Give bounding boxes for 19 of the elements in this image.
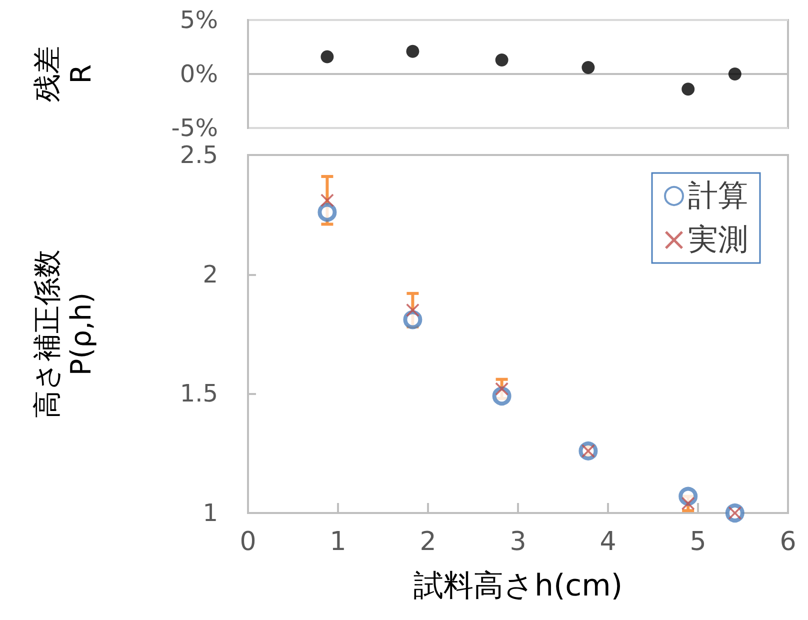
x-tick-label: 0: [240, 527, 256, 557]
x-tick-label: 2: [420, 527, 436, 557]
legend-label: 計算: [688, 178, 748, 214]
y-axis-title: 残差 R: [30, 46, 98, 102]
y-tick-label: 1: [202, 499, 218, 527]
y-tick-label: 2.5: [180, 141, 218, 169]
x-tick-label: 6: [780, 527, 796, 557]
y-tick-label: -5%: [171, 114, 218, 142]
y-tick-label: 5%: [180, 6, 218, 34]
y-tick-label: 1.5: [180, 380, 218, 408]
x-tick-label: 4: [600, 527, 616, 557]
legend-label: 実測: [688, 222, 748, 258]
y-tick-label: 0%: [180, 60, 218, 88]
x-axis-title: 試料高さh(cm): [413, 568, 623, 604]
x-tick-label: 5: [690, 527, 706, 557]
x-tick-label: 3: [510, 527, 526, 557]
y-tick-label: 2: [202, 260, 218, 288]
y-axis-title: 高さ補正係数 P(ρ,h): [30, 250, 98, 418]
x-tick-label: 1: [330, 527, 346, 557]
